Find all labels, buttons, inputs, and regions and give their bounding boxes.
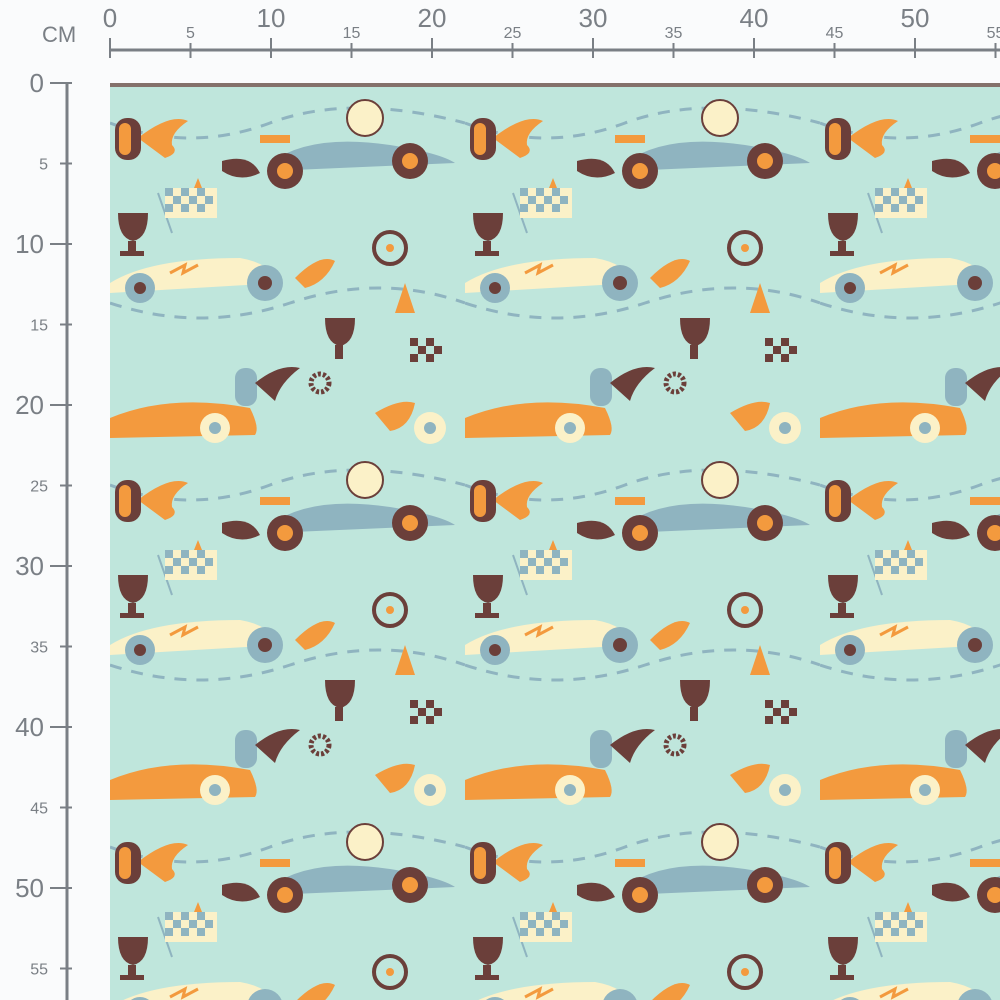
fabric-swatch	[110, 83, 1000, 1000]
top-ruler-label: 25	[504, 25, 522, 42]
left-ruler-label: 15	[30, 318, 48, 335]
top-ruler-label: 45	[826, 25, 844, 42]
left-ruler-label: 50	[15, 873, 44, 903]
top-ruler-label: 20	[418, 3, 447, 33]
top-ruler-label: 0	[103, 3, 117, 33]
left-ruler-label: 20	[15, 390, 44, 420]
left-ruler-label: 5	[39, 157, 48, 174]
left-ruler-label: 30	[15, 551, 44, 581]
left-ruler-label: 25	[30, 479, 48, 496]
top-ruler-label: 35	[665, 25, 683, 42]
left-ruler-label: 55	[30, 962, 48, 979]
racing-pattern	[110, 83, 1000, 1000]
left-ruler-label: 45	[30, 801, 48, 818]
left-ruler-label: 35	[30, 640, 48, 657]
left-ruler-label: 40	[15, 712, 44, 742]
left-ruler-label: 10	[15, 229, 44, 259]
top-ruler-label: 50	[901, 3, 930, 33]
top-ruler-label: 40	[740, 3, 769, 33]
top-ruler-label: 10	[257, 3, 286, 33]
unit-label: CM	[42, 22, 77, 47]
top-ruler-label: 30	[579, 3, 608, 33]
top-ruler-label: 55	[987, 25, 1000, 42]
top-ruler-label: 15	[343, 25, 361, 42]
top-ruler-label: 5	[186, 25, 195, 42]
left-ruler-label: 0	[30, 68, 44, 98]
